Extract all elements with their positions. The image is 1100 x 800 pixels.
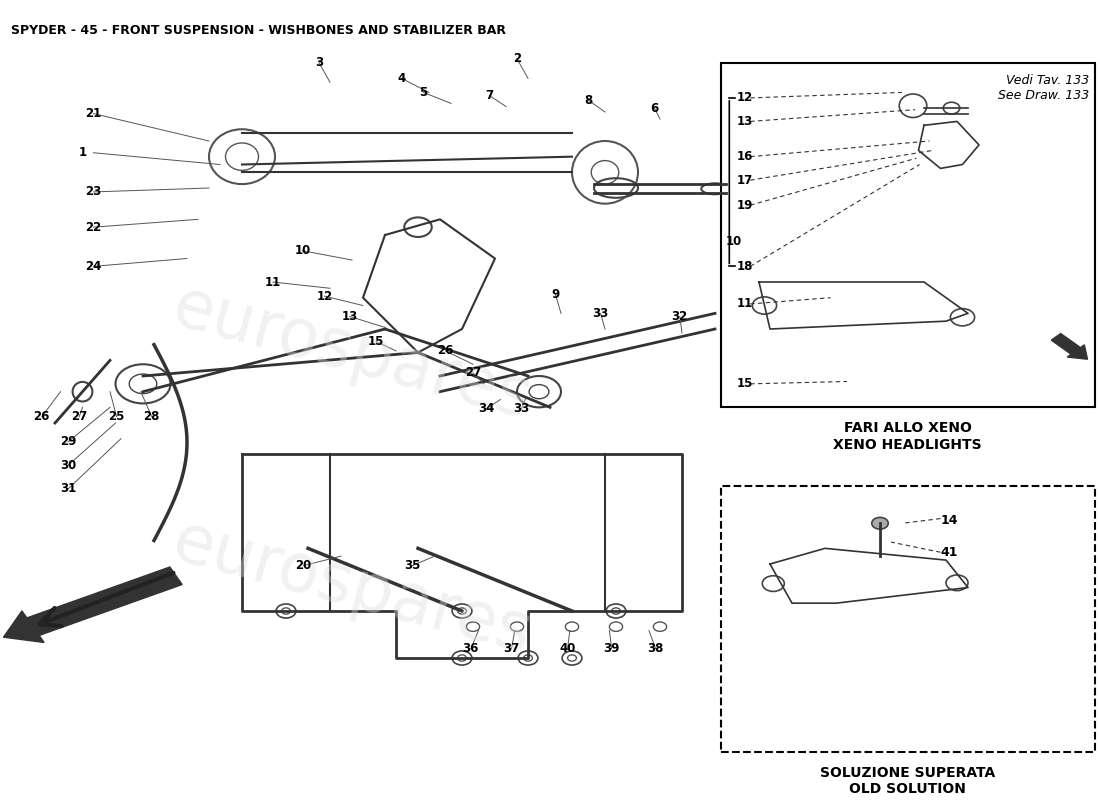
Text: 21: 21 bbox=[86, 107, 101, 120]
Text: 17: 17 bbox=[737, 174, 754, 186]
Text: 41: 41 bbox=[940, 546, 958, 558]
Text: 1: 1 bbox=[78, 146, 87, 159]
FancyBboxPatch shape bbox=[720, 486, 1094, 752]
Text: 26: 26 bbox=[438, 345, 453, 358]
Text: 33: 33 bbox=[514, 402, 529, 415]
Text: 32: 32 bbox=[672, 310, 688, 323]
Text: 14: 14 bbox=[940, 514, 958, 527]
Text: 20: 20 bbox=[296, 559, 311, 572]
Text: 13: 13 bbox=[342, 310, 358, 323]
Text: 38: 38 bbox=[648, 642, 663, 655]
Text: 28: 28 bbox=[144, 410, 159, 423]
Text: 37: 37 bbox=[504, 642, 519, 655]
Text: 9: 9 bbox=[551, 288, 560, 301]
Text: 23: 23 bbox=[86, 186, 101, 198]
Text: eurospares: eurospares bbox=[165, 273, 539, 432]
Text: 33: 33 bbox=[593, 307, 608, 320]
Text: 11: 11 bbox=[737, 298, 754, 310]
Text: 18: 18 bbox=[737, 260, 754, 273]
Text: 22: 22 bbox=[86, 221, 101, 234]
Text: 12: 12 bbox=[737, 91, 754, 105]
Text: 24: 24 bbox=[86, 260, 101, 273]
Text: eurospares: eurospares bbox=[165, 508, 539, 667]
Text: 15: 15 bbox=[737, 378, 754, 390]
FancyArrow shape bbox=[1052, 334, 1088, 359]
Text: 39: 39 bbox=[604, 642, 619, 655]
Text: 26: 26 bbox=[34, 410, 50, 423]
Text: SPYDER - 45 - FRONT SUSPENSION - WISHBONES AND STABILIZER BAR: SPYDER - 45 - FRONT SUSPENSION - WISHBON… bbox=[11, 23, 506, 37]
Text: 35: 35 bbox=[405, 559, 420, 572]
Text: 10: 10 bbox=[726, 234, 742, 248]
Text: 15: 15 bbox=[368, 335, 384, 348]
Text: 7: 7 bbox=[485, 89, 494, 102]
Text: 27: 27 bbox=[465, 366, 481, 379]
Text: 25: 25 bbox=[109, 410, 124, 423]
Text: 3: 3 bbox=[315, 56, 323, 69]
Text: Vedi Tav. 133
See Draw. 133: Vedi Tav. 133 See Draw. 133 bbox=[998, 74, 1089, 102]
Text: 8: 8 bbox=[584, 94, 593, 106]
Text: 10: 10 bbox=[295, 244, 310, 257]
Text: 11: 11 bbox=[265, 275, 280, 289]
FancyArrow shape bbox=[3, 567, 183, 642]
Text: 2: 2 bbox=[513, 52, 521, 66]
Text: FARI ALLO XENO
XENO HEADLIGHTS: FARI ALLO XENO XENO HEADLIGHTS bbox=[833, 422, 982, 452]
Text: 5: 5 bbox=[419, 86, 428, 99]
Text: 36: 36 bbox=[463, 642, 478, 655]
Text: 16: 16 bbox=[737, 150, 754, 163]
Text: 29: 29 bbox=[60, 435, 76, 448]
Text: 6: 6 bbox=[650, 102, 659, 114]
Text: 19: 19 bbox=[737, 198, 754, 212]
Text: 4: 4 bbox=[397, 72, 406, 85]
Text: SOLUZIONE SUPERATA
OLD SOLUTION: SOLUZIONE SUPERATA OLD SOLUTION bbox=[820, 766, 996, 796]
Text: 40: 40 bbox=[560, 642, 575, 655]
Text: 13: 13 bbox=[737, 115, 754, 128]
Text: 31: 31 bbox=[60, 482, 76, 495]
Text: 34: 34 bbox=[478, 402, 494, 415]
Ellipse shape bbox=[871, 518, 889, 529]
FancyBboxPatch shape bbox=[720, 62, 1094, 407]
Text: 12: 12 bbox=[317, 290, 332, 302]
Text: 30: 30 bbox=[60, 459, 76, 472]
Text: 27: 27 bbox=[72, 410, 87, 423]
